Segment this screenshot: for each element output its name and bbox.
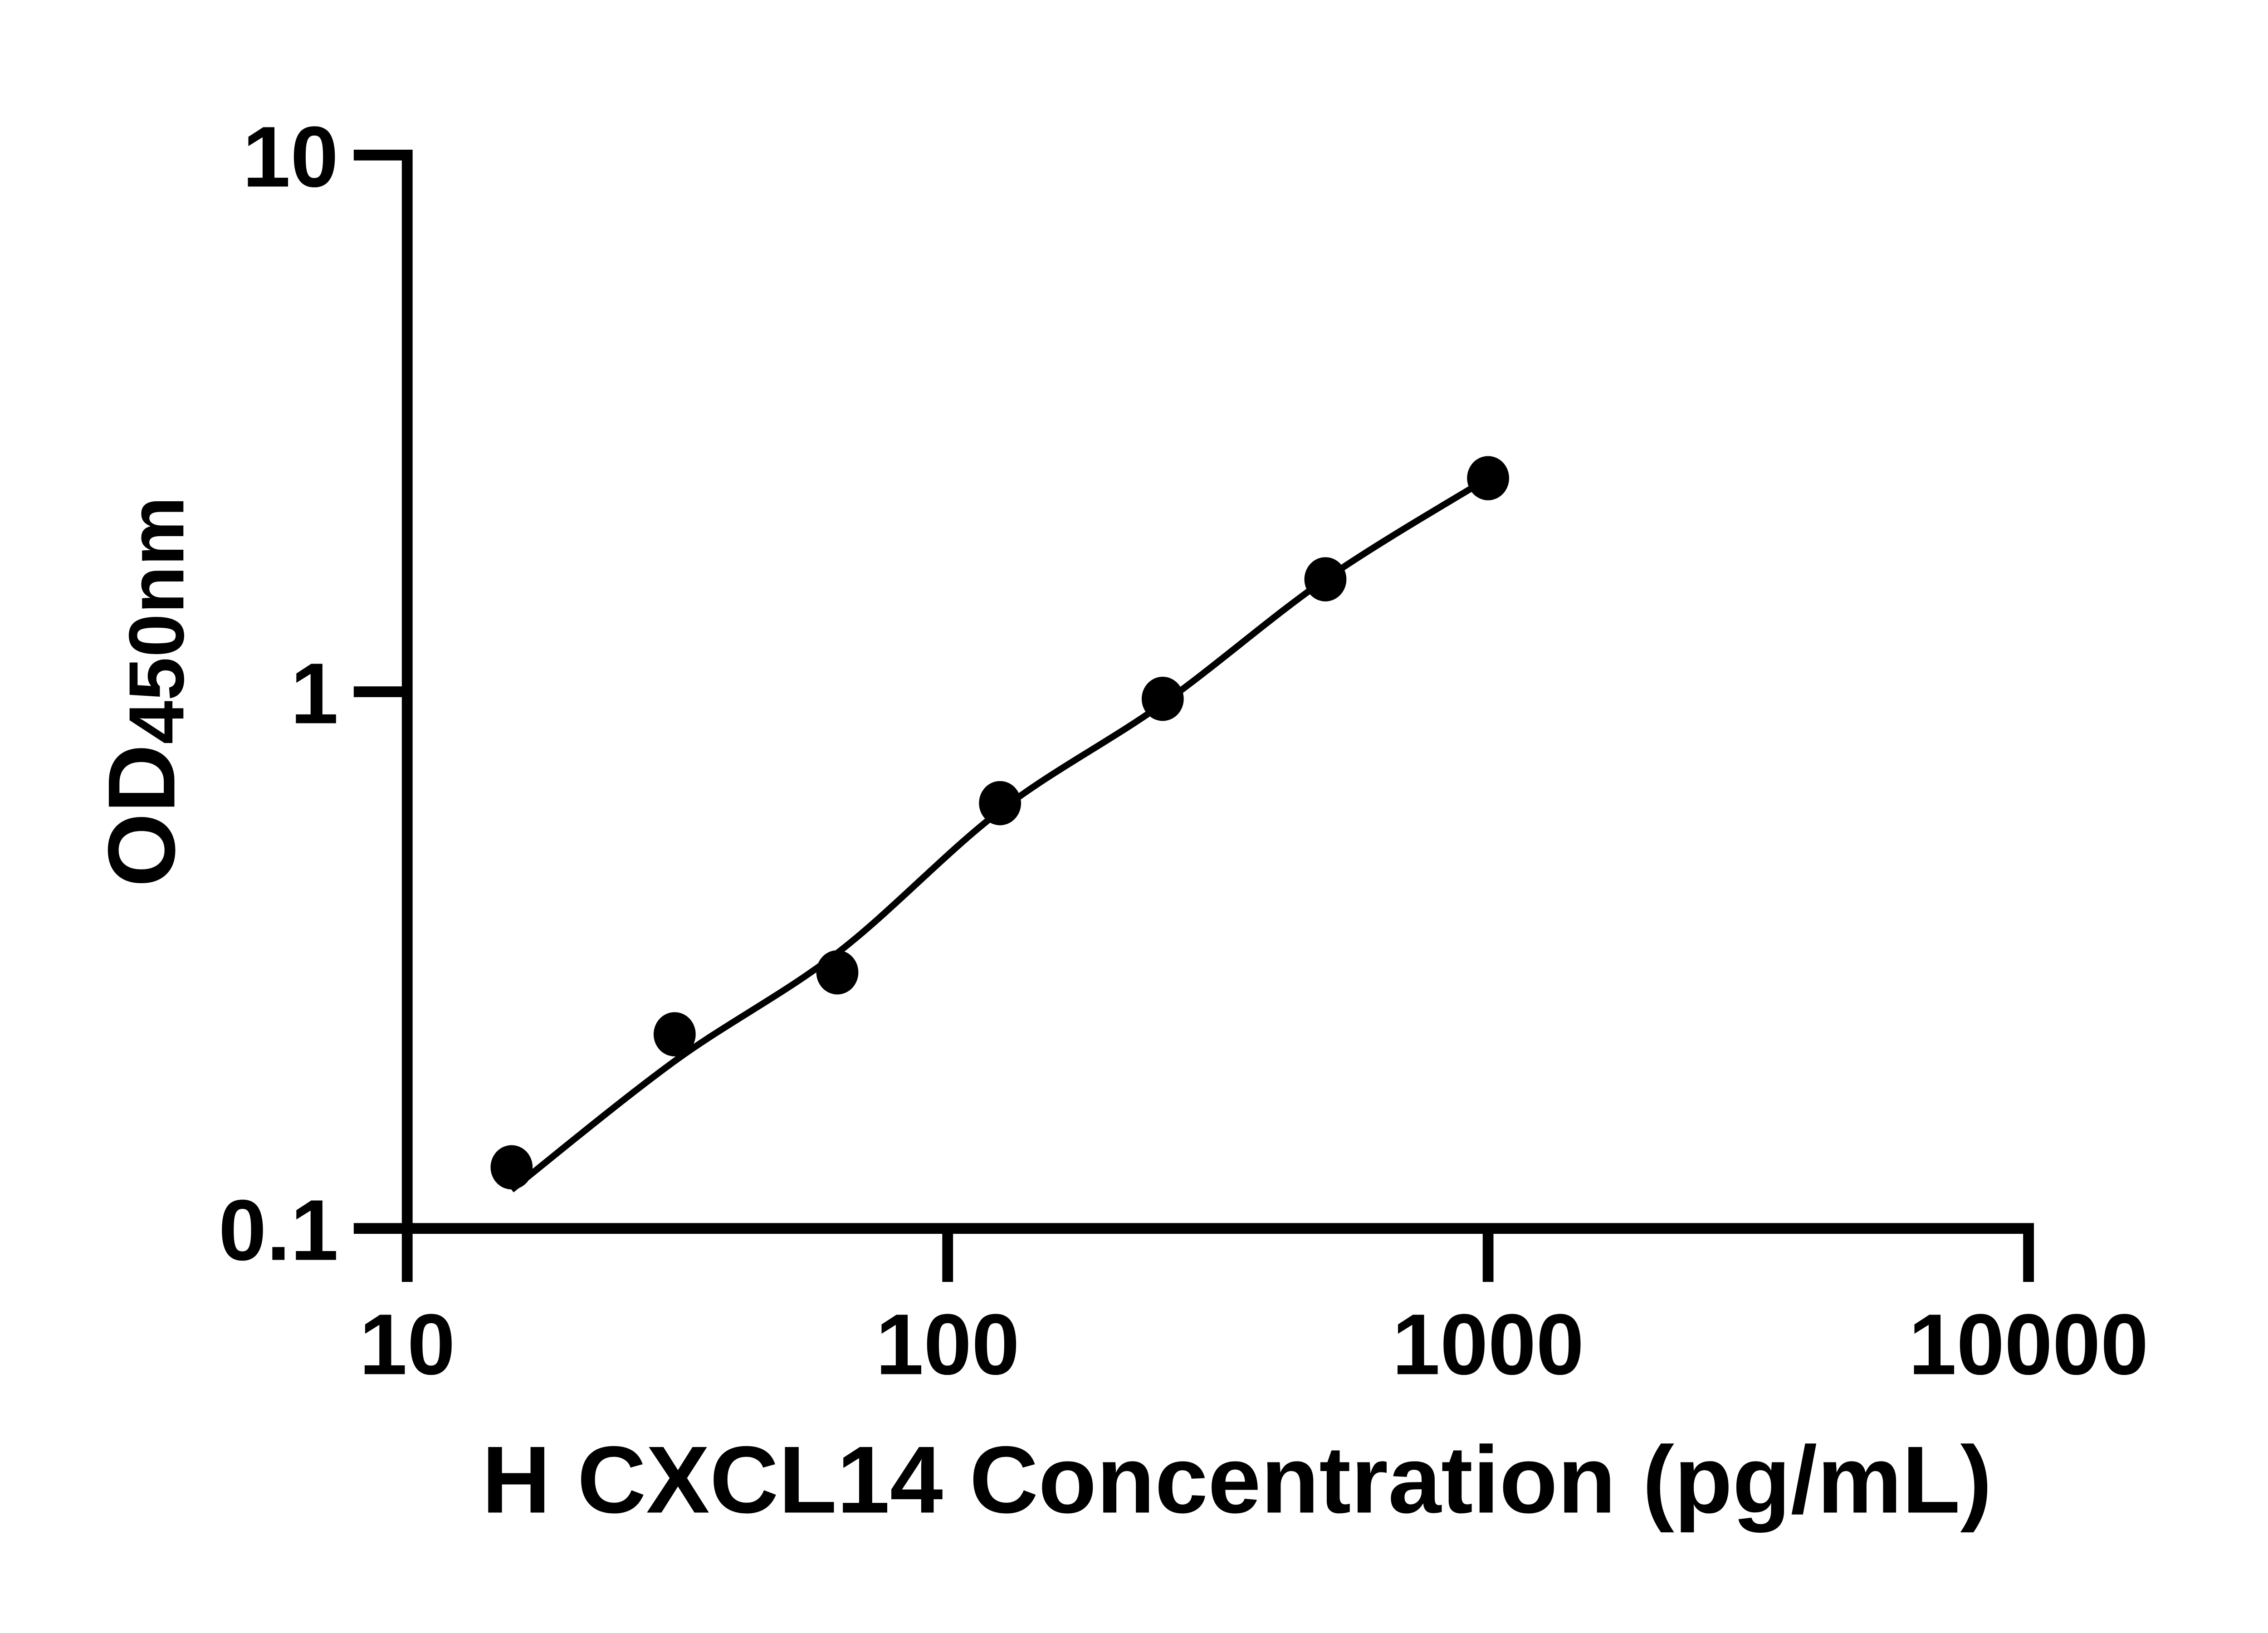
y-axis-title-subscript: 450nm [112,496,200,744]
y-tick-label: 1 [290,645,338,742]
data-point [979,781,1022,826]
y-tick-label: 10 [243,109,339,205]
x-tick-label: 1000 [1392,1296,1584,1393]
axis-tick-labels: 0.1 1 10 10 100 1000 10000 [219,109,2149,1393]
axis-ticks [353,149,2034,1282]
data-point [816,950,859,995]
y-axis-title-main: OD [88,744,195,887]
data-point [490,1145,533,1190]
x-tick-label: 10 [359,1296,455,1393]
data-points-layer [490,456,1509,1190]
data-point [1304,557,1347,601]
y-tick-label: 0.1 [219,1182,338,1278]
axes [401,149,2034,1282]
x-tick-label: 100 [875,1296,1019,1393]
x-tick-label: 10000 [1909,1296,2149,1393]
x-axis-title: H CXCL14 Concentration (pg/mL) [482,1427,1992,1533]
data-point [1141,676,1184,721]
y-axis-title: OD450nm [88,496,200,887]
data-point [1467,456,1509,500]
data-point [653,1012,696,1056]
